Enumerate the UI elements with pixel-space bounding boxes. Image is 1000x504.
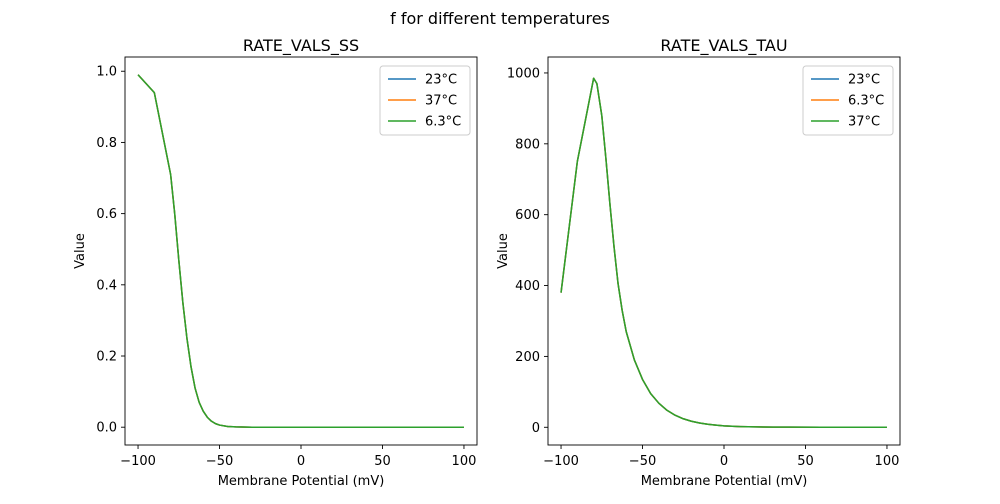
legend: 23°C 37°C 6.3°C — [379, 65, 471, 136]
panel-rate-vals-ss: RATE_VALS_SS −100 −50 0 50 100 0.0 0.2 0.4 0.6 0.8… — [73, 36, 478, 489]
panel-title: RATE_VALS_SS — [243, 36, 359, 56]
x-tick-label: 100 — [875, 454, 900, 469]
legend-label: 37°C — [848, 115, 880, 130]
series-lines — [560, 77, 887, 429]
y-axis-label: Value — [496, 233, 511, 269]
legend: 23°C 6.3°C 37°C — [802, 65, 894, 136]
x-tick-label: 50 — [797, 454, 814, 469]
x-tick-label: 0 — [720, 454, 728, 469]
x-tick-label: 50 — [374, 454, 391, 469]
y-tick-label: 600 — [515, 208, 540, 223]
x-axis-label: Membrane Potential (mV) — [641, 474, 808, 489]
panel-rate-vals-tau: RATE_VALS_TAU−100 −50 0 50 10002004006008001… — [496, 36, 901, 489]
x-axis-label: Membrane Potential (mV) — [218, 474, 385, 489]
panel-title: RATE_VALS_TAU — [660, 36, 787, 56]
y-tick-label: 1.0 — [96, 65, 117, 80]
y-tick-label: 0 — [532, 421, 540, 436]
legend-label: 23°C — [425, 73, 457, 88]
legend-label: 23°C — [848, 73, 880, 88]
legend-label: 6.3°C — [425, 115, 461, 130]
y-axis-label: Value — [73, 233, 88, 269]
legend-box — [379, 65, 471, 136]
x-tick-label: 0 — [297, 454, 305, 469]
x-tick-label: −100 — [120, 454, 156, 469]
x-tick-label: −50 — [206, 454, 233, 469]
y-tick-label: 0.4 — [96, 278, 117, 293]
series-line-2 — [560, 77, 887, 429]
figure-suptitle: f for different temperatures — [390, 9, 610, 28]
y-tick-label: 0.8 — [96, 136, 117, 151]
series-line-2 — [137, 74, 464, 428]
y-tick-label: 400 — [515, 279, 540, 294]
y-tick-label: 200 — [515, 350, 540, 365]
legend-label: 37°C — [425, 94, 457, 109]
y-tick-label: 1000 — [507, 66, 540, 81]
series-lines — [137, 74, 464, 428]
x-tick-label: 100 — [452, 454, 477, 469]
x-tick-label: −100 — [543, 454, 579, 469]
legend-label: 6.3°C — [848, 94, 884, 109]
x-tick-label: −50 — [629, 454, 656, 469]
y-tick-label: 800 — [515, 137, 540, 152]
legend-box — [802, 65, 894, 136]
y-tick-label: 0.0 — [96, 421, 117, 436]
y-tick-label: 0.6 — [96, 207, 117, 222]
y-tick-label: 0.2 — [96, 350, 117, 365]
